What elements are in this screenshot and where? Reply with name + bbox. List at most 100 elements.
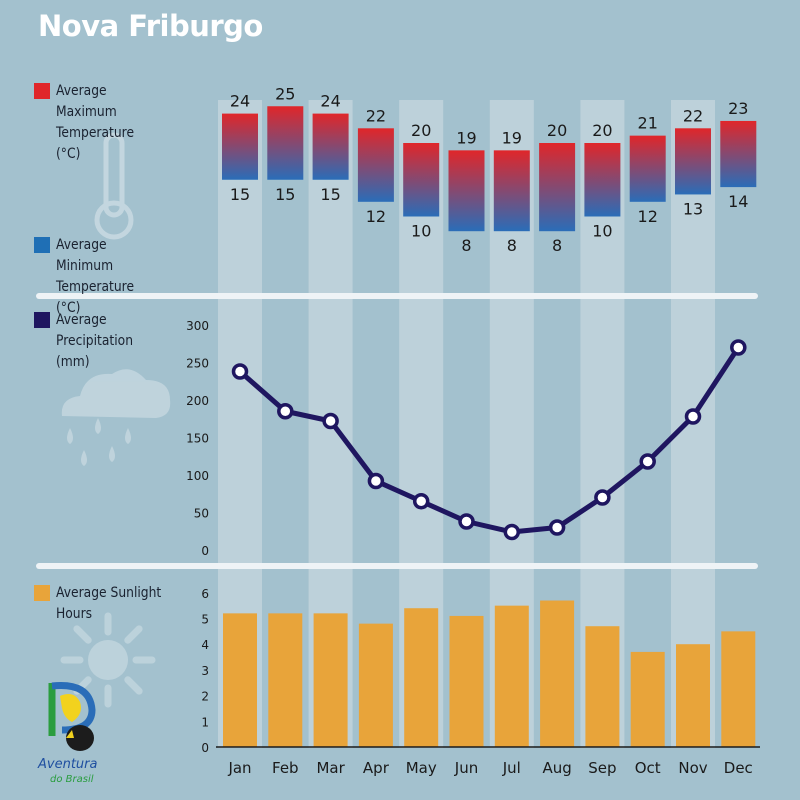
temp-bar-jan (222, 113, 258, 180)
precip-point-apr (367, 472, 385, 490)
precip-y-tick: 100 (186, 469, 209, 483)
max-temp-label: 25 (275, 84, 295, 103)
raindrop-3 (81, 450, 87, 466)
min-temp-label: 12 (366, 207, 386, 226)
precip-y-tick: 300 (186, 319, 209, 333)
min-temp-label: 12 (638, 207, 658, 226)
min-temp-label: 15 (275, 185, 295, 204)
legend-precipitation-label: Average Precipitation (mm) (56, 312, 134, 370)
temp-bar-feb (267, 106, 304, 180)
cloud-shape (61, 369, 171, 418)
sun-bar-sep (585, 626, 620, 747)
legend-max-temp-label: Average Maximum Temperature (°C) (56, 83, 135, 162)
sun-bar-feb (268, 613, 303, 747)
raindrop-1 (95, 418, 101, 434)
precip-point-sep (594, 489, 611, 506)
sun-bar-jul (494, 605, 529, 747)
temp-bar-dec (720, 120, 757, 188)
min-temp-label: 8 (552, 236, 562, 255)
x-tick-label: Feb (272, 759, 299, 777)
precip-point-jun (458, 513, 475, 530)
precip-point-oct (639, 453, 656, 470)
x-tick-label: Mar (316, 759, 345, 777)
sun-y-tick: 3 (201, 664, 209, 678)
legend-sunlight-label: Average Sunlight Hours (56, 585, 162, 622)
section-divider-precipitation (36, 563, 758, 569)
max-temp-label: 19 (456, 128, 476, 147)
temp-bar-jul (493, 150, 530, 232)
sun-core (88, 640, 128, 680)
precip-y-tick: 250 (186, 357, 209, 371)
sun-ray-7 (124, 625, 143, 644)
precip-point-aug (548, 519, 566, 536)
sun-y-tick: 4 (201, 638, 209, 652)
sun-y-tick: 6 (201, 587, 209, 601)
x-tick-label: Aug (542, 759, 571, 777)
x-tick-label: May (406, 759, 437, 777)
legend-min-temp: Average Minimum Temperature (°C) (34, 237, 176, 319)
temp-bar-jun (448, 150, 485, 232)
precip-point-nov (684, 408, 702, 425)
sun-bar-jun (449, 615, 484, 747)
raindrop-2 (125, 428, 131, 444)
max-temp-label: 24 (230, 92, 250, 111)
precip-y-tick: 0 (201, 544, 209, 558)
legend-precipitation: Average Precipitation (mm) (34, 312, 176, 373)
x-tick-label: Oct (635, 759, 661, 777)
min-temp-label: 10 (592, 222, 612, 241)
min-temp-label: 15 (320, 185, 340, 204)
sunlight-swatch (34, 585, 50, 601)
min-temp-label: 8 (461, 236, 471, 255)
temp-bar-nov (675, 128, 711, 195)
precip-y-tick: 50 (194, 507, 209, 521)
section-divider-temperature (36, 293, 758, 299)
precip-point-dec (730, 339, 747, 356)
sun-bar-may (404, 608, 439, 747)
x-tick-label: Nov (678, 759, 707, 777)
raindrop-4 (109, 446, 115, 462)
sun-icon (60, 612, 156, 708)
precip-y-tick: 200 (186, 394, 209, 408)
temp-bar-apr (357, 128, 394, 202)
min-temp-label: 13 (683, 199, 703, 218)
logo-text-line2: do Brasil (50, 774, 94, 785)
min-temp-label: 14 (728, 192, 748, 211)
sun-bar-aug (540, 600, 575, 747)
min-temp-label: 8 (507, 236, 517, 255)
min-temp-swatch (34, 237, 50, 253)
legend-max-temp: Average Maximum Temperature (°C) (34, 83, 176, 165)
max-temp-label: 24 (320, 92, 340, 111)
precip-point-feb (277, 403, 294, 420)
sun-ray-1 (124, 676, 143, 695)
x-tick-label: Jun (454, 759, 478, 777)
thermometer-tube (103, 132, 125, 218)
sun-bar-mar (313, 613, 348, 747)
chart-title: Nova Friburgo (38, 9, 263, 43)
sun-bar-jan (223, 613, 257, 747)
logo-text-line1: Aventura (37, 757, 98, 772)
x-tick-label: Dec (724, 759, 753, 777)
sun-y-tick: 5 (201, 613, 209, 627)
legend-sunlight: Average Sunlight Hours (34, 585, 176, 625)
x-tick-label: Sep (588, 759, 616, 777)
precip-y-tick: 150 (186, 432, 209, 446)
max-temp-label: 20 (592, 121, 612, 140)
max-temp-label: 22 (683, 106, 703, 125)
sun-ray-5 (73, 625, 92, 644)
max-temp-label: 19 (502, 128, 522, 147)
precip-point-mar (322, 412, 339, 430)
sun-y-tick: 0 (201, 741, 209, 755)
temp-bar-aug (539, 143, 576, 232)
temp-bar-may (403, 143, 440, 217)
thermometer-icon (94, 132, 134, 240)
min-temp-label: 10 (411, 222, 431, 241)
max-temp-swatch (34, 83, 50, 99)
raindrop-0 (67, 428, 73, 444)
min-temp-label: 15 (230, 185, 250, 204)
sun-bar-nov (676, 644, 710, 747)
temp-bar-mar (312, 113, 349, 180)
temp-bar-oct (629, 135, 666, 202)
sun-y-tick: 2 (201, 690, 209, 704)
precip-point-jan (231, 363, 249, 380)
